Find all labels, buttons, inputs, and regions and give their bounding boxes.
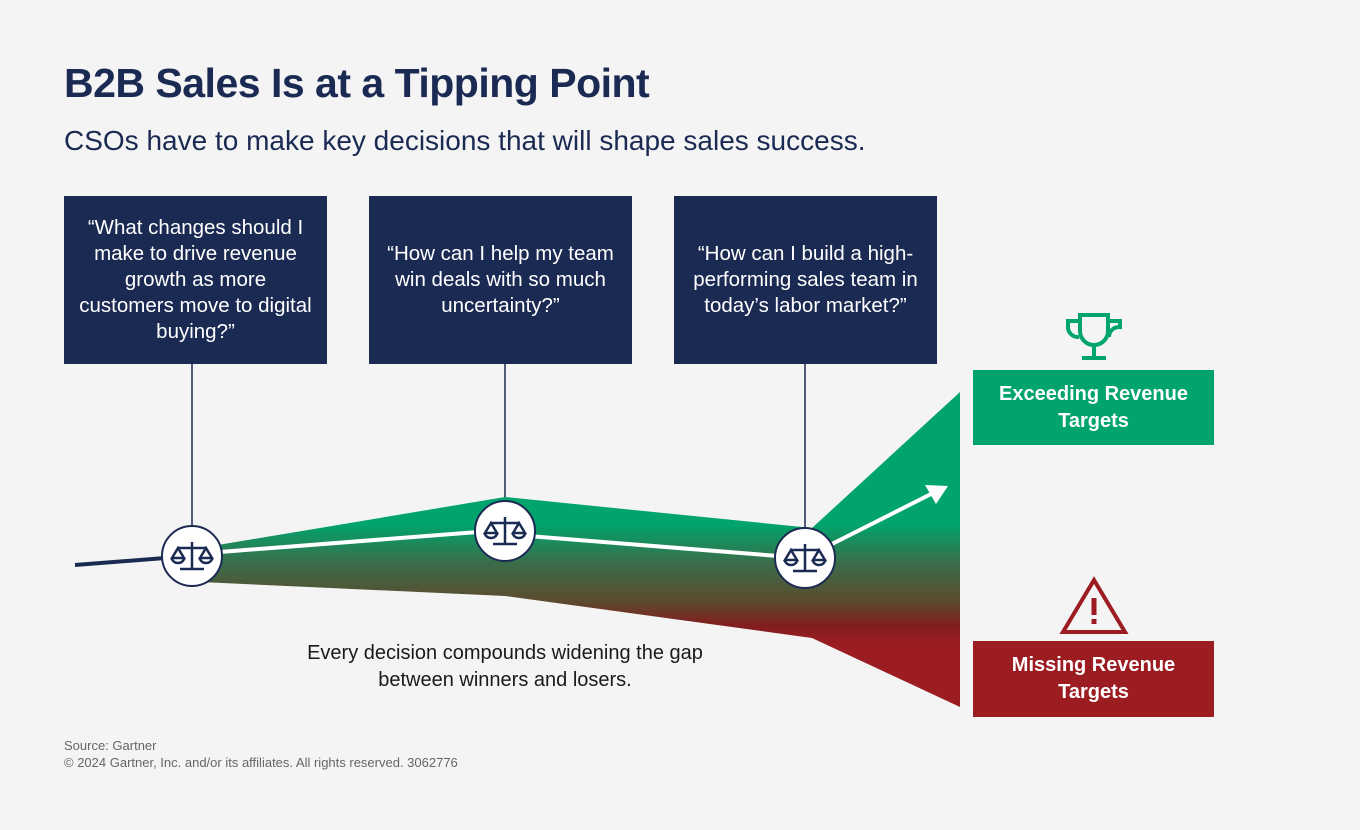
scale-icon [482, 517, 528, 546]
question-box-digital-buying: “What changes should I make to drive rev… [64, 196, 327, 364]
gap-annotation: Every decision compounds widening the ga… [307, 642, 703, 691]
source-text: Source: Gartner [64, 738, 157, 753]
decision-point-2 [474, 500, 536, 562]
outcome-missing-targets: Missing Revenue Targets [973, 641, 1214, 717]
timeline-start-line [74, 556, 166, 567]
growth-arrow-head [925, 485, 948, 504]
question-text: “How can I build a high-performing sales… [693, 242, 918, 317]
outcome-exceeding-targets: Exceeding Revenue Targets [973, 370, 1214, 445]
question-text: “How can I help my team win deals with s… [387, 242, 614, 317]
footer: Source: Gartner © 2024 Gartner, Inc. and… [64, 737, 458, 771]
warning-icon [1059, 576, 1129, 634]
outcome-label: Missing Revenue Targets [1011, 654, 1176, 703]
question-box-uncertainty: “How can I help my team win deals with s… [369, 196, 632, 364]
question-text: “What changes should I make to drive rev… [79, 216, 312, 343]
decision-point-3 [774, 527, 836, 589]
scale-icon [169, 542, 215, 571]
question-box-labor-market: “How can I build a high-performing sales… [674, 196, 937, 364]
decision-point-1 [161, 525, 223, 587]
growth-arrow-line [829, 490, 936, 547]
trophy-icon [1065, 313, 1122, 360]
page-subtitle: CSOs have to make key decisions that wil… [64, 125, 866, 156]
outcome-gap-band [200, 392, 960, 707]
scale-icon [782, 544, 828, 573]
outcome-label: Exceeding Revenue Targets [999, 382, 1188, 432]
copyright-text: © 2024 Gartner, Inc. and/or its affiliat… [64, 755, 458, 770]
page-title: B2B Sales Is at a Tipping Point [64, 60, 650, 106]
